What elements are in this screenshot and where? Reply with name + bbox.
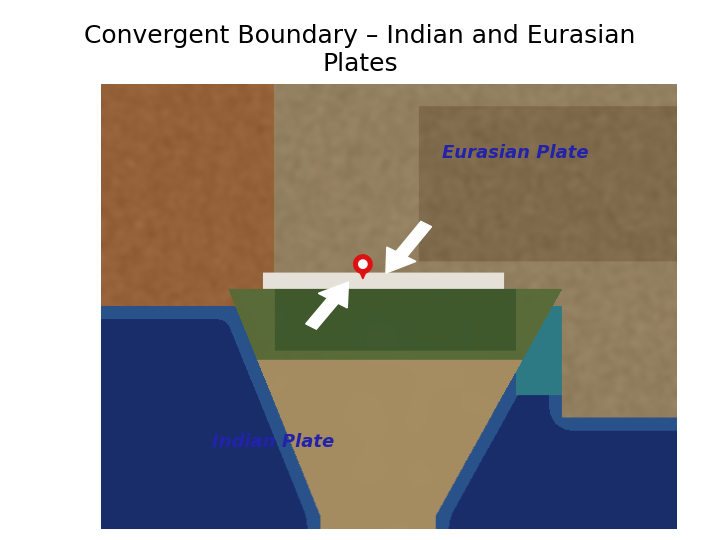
- Text: Convergent Boundary – Indian and Eurasian
Plates: Convergent Boundary – Indian and Eurasia…: [84, 24, 636, 76]
- FancyArrow shape: [306, 282, 348, 329]
- Polygon shape: [354, 255, 372, 273]
- FancyArrow shape: [386, 221, 431, 273]
- Text: Eurasian Plate: Eurasian Plate: [442, 144, 589, 162]
- Text: Indian Plate: Indian Plate: [212, 433, 335, 451]
- Polygon shape: [359, 260, 367, 268]
- Polygon shape: [356, 264, 369, 279]
